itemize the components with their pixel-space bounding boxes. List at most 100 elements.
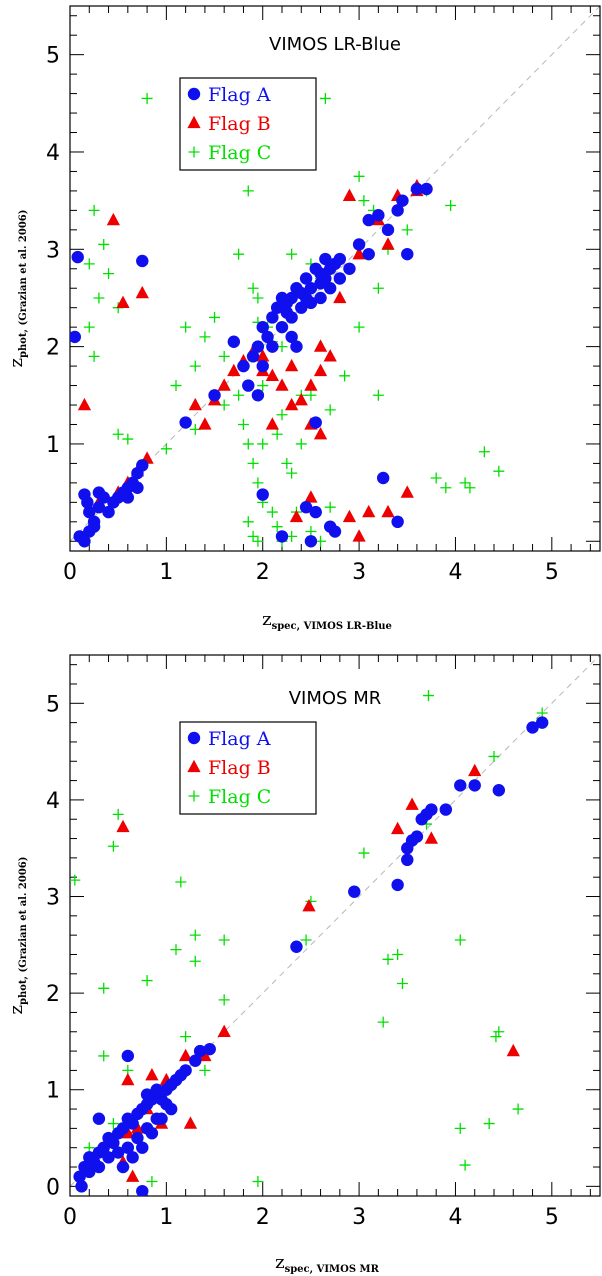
flag-b-point	[323, 349, 337, 362]
y-axis-label: zphot, (Grazian et al. 2006)	[6, 857, 29, 1015]
flag-a-point	[145, 1127, 159, 1140]
flag-b-point	[405, 797, 419, 810]
flag-c-point	[233, 389, 245, 401]
flag-a-point	[237, 359, 250, 373]
flag-a-point	[83, 1165, 96, 1179]
flag-a-point	[290, 340, 303, 353]
flag-a-point	[131, 481, 144, 494]
flag-c-point	[440, 482, 452, 494]
flag-a-point	[391, 878, 404, 892]
flag-a-point	[323, 282, 337, 295]
flag-a-point	[208, 389, 221, 402]
flag-a-point	[242, 379, 255, 392]
flag-a-point	[92, 501, 106, 514]
flag-a-point	[193, 1044, 207, 1058]
flag-c-point	[122, 433, 134, 445]
flag-a-point	[266, 311, 279, 324]
flag-b-point	[116, 295, 130, 309]
flag-a-point	[87, 520, 101, 533]
flag-a-point	[121, 491, 135, 504]
flag-a-point	[116, 1122, 130, 1135]
flag-a-point	[275, 320, 289, 334]
x-tick-label: 0	[63, 560, 77, 585]
flag-a-point	[107, 1136, 120, 1150]
flag-c-point	[83, 258, 95, 270]
legend-label-flag-a: Flag A	[208, 84, 271, 106]
flag-c-point	[392, 948, 404, 960]
flag-c-point	[324, 404, 336, 416]
flag-c-point	[252, 1176, 264, 1188]
flag-a-point	[160, 1098, 173, 1111]
flag-a-point	[391, 204, 404, 217]
flag-c-point	[247, 530, 259, 542]
flag-a-point	[140, 1088, 154, 1101]
flag-a-point	[319, 252, 332, 266]
flag-b-point	[352, 529, 366, 542]
flag-a-point	[71, 250, 84, 264]
flag-c-point	[271, 428, 283, 440]
y-tick-label: 1	[46, 1079, 60, 1104]
flag-c-point	[218, 350, 230, 362]
flag-c-point	[339, 370, 351, 382]
flag-a-point	[92, 1160, 106, 1174]
flag-b-point	[77, 397, 92, 411]
flag-a-point	[155, 1112, 168, 1125]
flag-a-point	[111, 1146, 125, 1159]
plot-frame	[69, 5, 601, 552]
flag-a-point	[314, 267, 327, 280]
flag-c-point	[305, 389, 317, 401]
flag-c-point	[189, 955, 201, 967]
flag-a-point	[535, 716, 549, 729]
flag-c-point	[488, 750, 500, 762]
flag-a-point	[304, 535, 318, 548]
flag-c-point	[257, 438, 269, 450]
legend: Flag A Flag B Flag C	[179, 77, 317, 171]
flag-b-point	[352, 246, 366, 260]
x-tick-label: 3	[352, 1205, 366, 1230]
flag-c-point	[464, 482, 476, 494]
flag-a-point	[410, 182, 424, 196]
flag-c-point	[454, 1122, 466, 1134]
flag-a-point	[136, 254, 149, 268]
x-axis-label: zspec, VIMOS MR	[275, 1252, 380, 1275]
flag-a-point	[70, 330, 82, 344]
legend-marker-flag-c	[188, 146, 200, 158]
flag-b-point	[294, 392, 308, 406]
y-tick-label: 2	[46, 336, 60, 361]
flag-c-point	[70, 874, 81, 886]
flag-c-point	[257, 380, 269, 392]
flag-b-point	[304, 378, 318, 391]
data-points	[70, 92, 505, 548]
flag-c-point	[324, 501, 336, 513]
flag-b-point	[116, 819, 130, 833]
flag-b-point	[333, 290, 347, 304]
flag-b-point	[265, 417, 279, 430]
flag-a-point	[92, 486, 106, 499]
flag-a-point	[401, 247, 414, 261]
flag-a-point	[179, 1064, 192, 1077]
flag-a-point	[285, 330, 298, 344]
flag-b-point	[217, 378, 231, 391]
y-tick-label: 3	[46, 238, 60, 263]
flag-b-point	[121, 1072, 135, 1086]
flag-a-point	[309, 505, 322, 519]
flag-c-point	[180, 1031, 192, 1043]
flag-b-point	[275, 378, 289, 391]
y-tick-label: 0	[46, 1175, 60, 1200]
flag-b-point	[313, 363, 328, 377]
flag-b-point	[342, 188, 357, 201]
flag-b-point	[188, 397, 202, 411]
flag-b-point	[342, 509, 357, 523]
flag-a-point	[126, 1117, 139, 1130]
flag-a-point	[299, 501, 313, 514]
flag-c-point	[199, 1064, 211, 1076]
legend: Flag A Flag B Flag C	[179, 721, 317, 815]
flag-a-point	[362, 213, 375, 227]
flag-c-point	[401, 224, 413, 236]
flag-a-point	[492, 784, 506, 797]
chart-title: VIMOS MR	[289, 688, 382, 709]
flag-a-point	[83, 505, 96, 519]
flag-a-point	[136, 459, 149, 472]
flag-c-point	[242, 185, 254, 197]
flag-c-point	[237, 418, 249, 430]
